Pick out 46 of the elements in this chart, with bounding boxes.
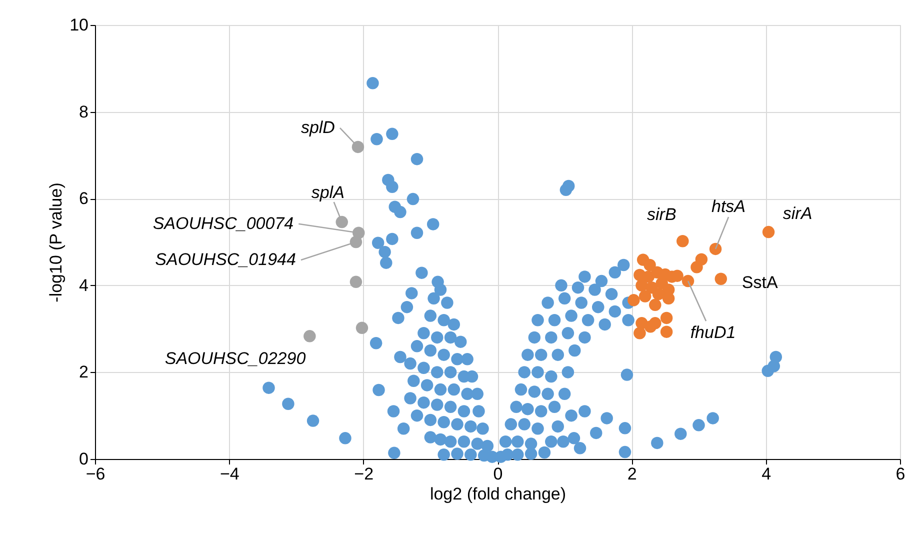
x-tick-label: 2 (627, 464, 637, 484)
point (682, 274, 694, 288)
point (714, 272, 728, 285)
point (304, 330, 316, 342)
x-tick-label: 0 (493, 464, 503, 484)
annotation: fhuD1 (690, 323, 736, 342)
annotation: splD (300, 118, 335, 137)
x-tick-label: 4 (762, 464, 772, 484)
y-tick-label: 2 (79, 362, 88, 382)
point (660, 312, 673, 324)
y-tick-label: 0 (79, 450, 88, 468)
x-tick-label: −6 (86, 464, 106, 484)
point (350, 236, 362, 248)
point (644, 320, 657, 333)
y-tick-label: 8 (79, 102, 88, 122)
point (762, 226, 775, 238)
y-tick-label: 6 (79, 189, 88, 208)
x-tick-label: −2 (354, 464, 374, 484)
point (634, 327, 646, 340)
point (676, 235, 689, 248)
point (690, 261, 703, 274)
point (352, 140, 364, 154)
annotation: splA (311, 183, 344, 202)
annotation: sirB (647, 205, 676, 224)
x-tick-label: 6 (896, 464, 906, 484)
y-axis-title: -log10 (P value) (46, 182, 66, 302)
annotation: SAOUHSC_01944 (155, 250, 296, 269)
point (356, 322, 368, 334)
annotation: SAOUHSC_00074 (152, 214, 294, 233)
point (628, 294, 640, 306)
y-tick-label: 10 (70, 16, 88, 34)
annotation: SAOUHSC_02290 (164, 349, 306, 368)
point (649, 298, 662, 312)
x-axis-title: log2 (fold change) (430, 484, 566, 504)
annotation: SstA (742, 272, 778, 292)
point (652, 288, 665, 300)
point (638, 290, 652, 302)
point (660, 326, 673, 338)
point (350, 276, 362, 288)
point (336, 216, 348, 228)
point (644, 258, 656, 272)
y-tick-label: 4 (79, 276, 88, 295)
annotation: sirA (782, 204, 812, 224)
point (709, 242, 722, 256)
x-tick-label: −4 (220, 464, 240, 484)
annotation: htsA (712, 196, 746, 216)
